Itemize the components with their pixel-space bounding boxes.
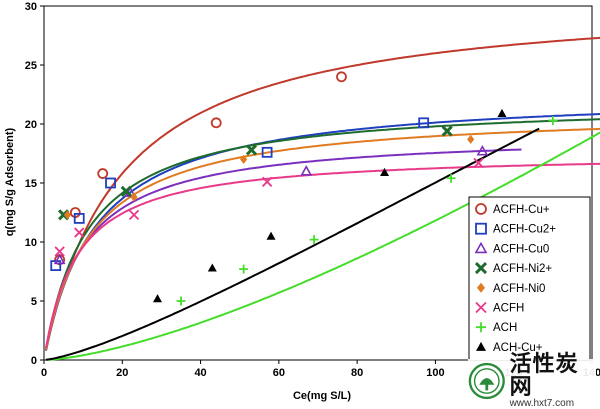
legend-label: ACFH-Ni2+ <box>493 263 552 275</box>
x-axis-title: Ce(mg S/L) <box>293 390 351 402</box>
legend-marker <box>476 341 486 351</box>
data-markers <box>50 71 558 306</box>
y-tick-label: 20 <box>25 119 37 131</box>
data-point <box>128 209 140 220</box>
data-point <box>300 165 313 176</box>
data-point <box>467 134 475 144</box>
legend-label: ACFH <box>493 303 524 315</box>
data-point <box>207 263 217 272</box>
data-point <box>73 212 85 224</box>
data-point <box>153 294 163 303</box>
data-point <box>97 168 109 179</box>
data-point <box>309 235 319 245</box>
legend-marker <box>475 203 487 215</box>
y-tick-label: 30 <box>25 1 37 13</box>
fit-curve-ACFH-Cu0 <box>45 148 522 350</box>
data-point <box>336 71 347 83</box>
fit-curve-ACFH-Ni2+ <box>45 118 600 349</box>
legend-label: ACFH-Cu0 <box>493 243 549 255</box>
fit-curves <box>45 36 600 361</box>
y-tick-label: 15 <box>25 178 37 190</box>
y-tick-label: 0 <box>31 355 37 367</box>
data-point <box>446 173 456 183</box>
legend-label: ACFH-Cu+ <box>493 204 550 216</box>
data-point <box>130 192 138 202</box>
data-point <box>53 253 66 265</box>
legend-marker <box>475 222 487 235</box>
fit-curve-ACFH-Cu+ <box>45 36 600 351</box>
fit-curve-ACFH-Cu2+ <box>45 113 600 351</box>
data-point <box>210 117 222 129</box>
data-point <box>176 296 186 306</box>
legend-box <box>468 196 591 362</box>
legend-marker <box>474 241 488 254</box>
legend-label: ACFH-Cu2+ <box>493 224 556 236</box>
data-point <box>261 176 273 187</box>
legend-label: ACH-Cu+ <box>493 342 543 354</box>
data-point <box>240 154 248 164</box>
legend-label: ACH <box>493 322 517 334</box>
x-tick-label: 100 <box>426 367 444 379</box>
legend: ACFH-Cu+ ACFH-Cu2+ ACFH-Cu0 ACFH-Ni2+ ACFH-N… <box>468 196 591 362</box>
x-tick-label: 80 <box>351 367 363 379</box>
data-point <box>380 167 390 176</box>
data-point <box>245 144 258 156</box>
data-point <box>497 108 507 117</box>
data-point <box>473 157 484 169</box>
fit-curve-ACFH-Ni0 <box>45 127 600 351</box>
data-point <box>63 210 72 220</box>
data-point <box>74 227 85 238</box>
data-point <box>441 125 453 137</box>
fit-curve-ACH <box>45 131 600 361</box>
data-point <box>120 185 132 197</box>
legend-marker <box>476 322 486 333</box>
data-point <box>261 146 273 158</box>
y-tick-label: 5 <box>31 296 37 308</box>
legend-marker <box>475 301 487 314</box>
x-tick-label: 40 <box>194 367 206 379</box>
watermark-logo-icon <box>468 362 505 400</box>
watermark: 活性炭网 www.hxt7.com <box>468 353 596 408</box>
y-tick-label: 25 <box>25 60 37 72</box>
data-point <box>418 117 430 129</box>
legend-marker <box>477 282 485 293</box>
data-point <box>476 144 489 156</box>
fit-curve-ACFH <box>45 162 600 349</box>
data-point <box>239 264 249 274</box>
data-point <box>54 246 65 257</box>
legend-label: ACFH-Ni0 <box>493 283 545 295</box>
data-point <box>105 177 116 189</box>
watermark-url: www.hxt7.com <box>509 397 575 409</box>
fit-curve-ACH-Cu+ <box>45 127 540 361</box>
x-tick-label: 0 <box>41 367 47 379</box>
legend-marker <box>474 262 488 275</box>
y-tick-label: 10 <box>25 237 37 249</box>
data-point <box>266 231 276 240</box>
y-axis-title: q(mg S/g Adsorbent) <box>4 127 16 236</box>
data-point <box>548 115 558 125</box>
x-tick-label: 60 <box>273 367 285 379</box>
x-tick-label: 20 <box>116 367 128 379</box>
watermark-title: 活性炭网 <box>509 351 579 400</box>
